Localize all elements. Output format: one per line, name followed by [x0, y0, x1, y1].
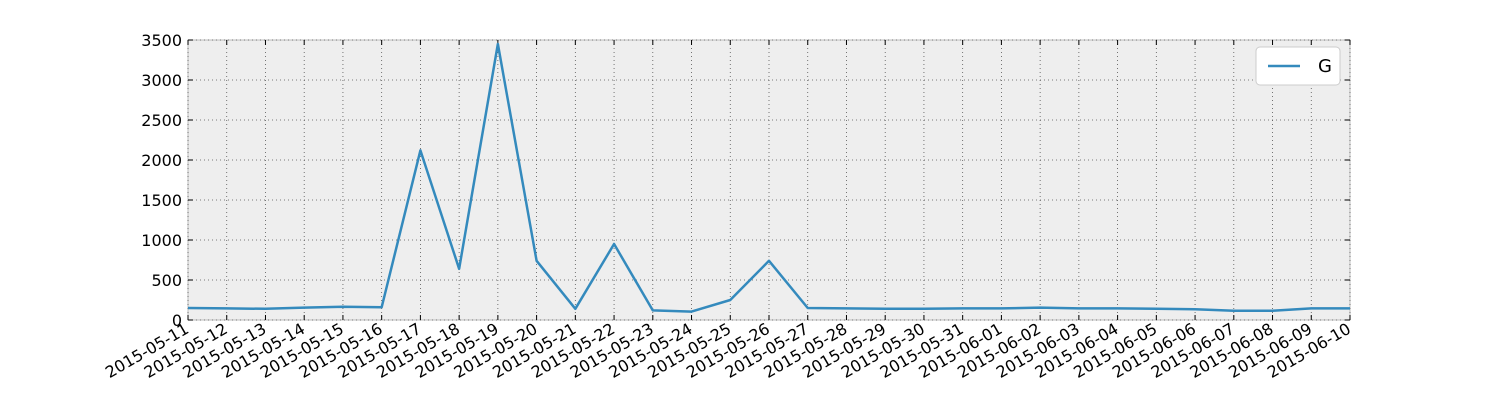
y-tick-label: 3000: [141, 71, 182, 90]
y-tick-label: 1000: [141, 231, 182, 250]
y-tick-label: 0: [172, 311, 182, 330]
legend-label: G: [1318, 56, 1332, 77]
legend: G: [1255, 46, 1341, 86]
series-layer: [187, 42, 1351, 313]
y-tick-label: 1500: [141, 191, 182, 210]
y-tick-label: 2000: [141, 151, 182, 170]
y-tick-label: 500: [151, 271, 182, 290]
y-axis: 0 500 1000 1500 2000 2500 3000 3500: [141, 31, 1350, 330]
y-tick-label: 2500: [141, 111, 182, 130]
y-tick-label: 3500: [141, 31, 182, 50]
